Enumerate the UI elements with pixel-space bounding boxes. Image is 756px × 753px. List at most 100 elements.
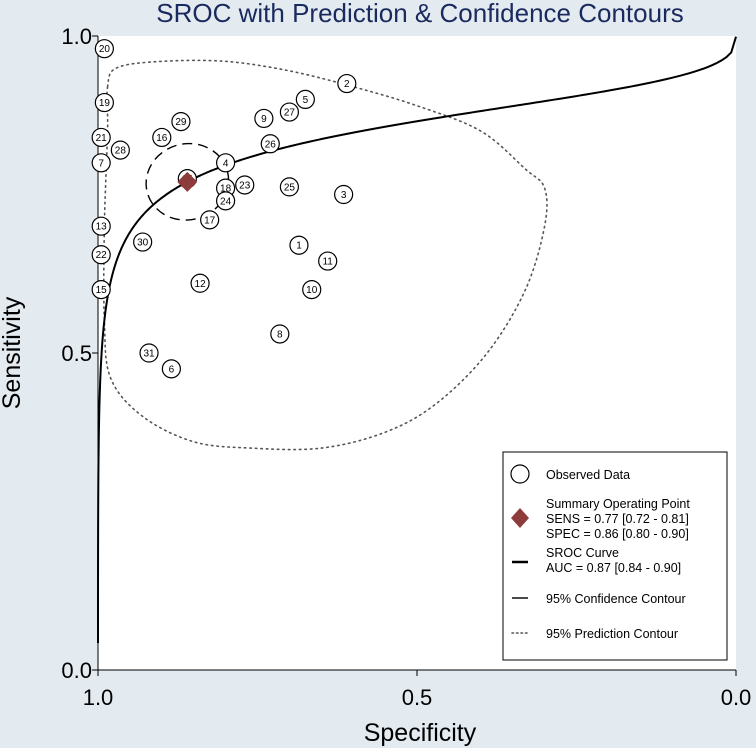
- observed-point: 5: [295, 89, 315, 110]
- observed-point: 30: [133, 232, 153, 252]
- observed-point-label: 1: [296, 241, 302, 252]
- observed-point-marker: [200, 210, 220, 230]
- observed-point-label: 16: [156, 133, 168, 144]
- observed-point: 15: [91, 280, 111, 300]
- observed-point-marker: [270, 324, 290, 344]
- observed-point: 12: [190, 273, 210, 293]
- observed-point-marker: [133, 232, 153, 252]
- observed-point-marker: [318, 251, 338, 271]
- legend-text-sroc_auc: AUC = 0.87 [0.84 - 0.90]: [546, 561, 681, 575]
- observed-point-label: 6: [169, 364, 175, 375]
- observed-point-marker: [216, 191, 236, 211]
- observed-point-marker: [302, 280, 322, 300]
- observed-point-label: 29: [175, 117, 187, 128]
- observed-point-marker: [216, 153, 236, 173]
- observed-point: 27: [279, 102, 299, 122]
- x-tick-label: 0.0: [721, 685, 752, 710]
- legend-text-summary_sens: SENS = 0.77 [0.72 - 0.81]: [546, 512, 689, 526]
- observed-point: 9: [254, 108, 274, 129]
- observed-point-label: 9: [261, 114, 267, 125]
- observed-point-marker: [295, 89, 315, 110]
- observed-point-label: 25: [284, 182, 296, 193]
- legend-observed-marker: [510, 464, 530, 484]
- observed-point: 3: [334, 184, 354, 205]
- y-axis-title: Sensitivity: [0, 296, 26, 409]
- observed-point-label: 15: [96, 285, 108, 296]
- observed-point-marker: [279, 102, 299, 122]
- observed-point-marker: [254, 108, 274, 129]
- x-tick-label: 1.0: [83, 685, 114, 710]
- observed-point: 20: [94, 39, 114, 59]
- observed-point-label: 2: [344, 79, 350, 90]
- observed-point: 13: [91, 216, 111, 236]
- observed-point-marker: [190, 273, 210, 293]
- observed-point-label: 10: [306, 285, 318, 296]
- observed-points: 1234567891011121314151617181920212223242…: [91, 39, 357, 379]
- observed-point: 22: [91, 245, 111, 265]
- observed-point-label: 22: [96, 250, 108, 261]
- observed-point-label: 28: [115, 146, 127, 157]
- observed-point-label: 8: [277, 329, 283, 340]
- legend-text-observed_label: Observed Data: [546, 468, 630, 482]
- observed-point-label: 5: [303, 95, 309, 106]
- y-tick-label: 0.5: [61, 341, 92, 366]
- observed-point: 19: [94, 92, 114, 113]
- observed-point-label: 27: [284, 108, 296, 119]
- observed-point: 25: [279, 177, 299, 197]
- legend-text-summary_label: Summary Operating Point: [546, 497, 690, 511]
- legend-summary-marker: [511, 508, 529, 528]
- observed-point: 10: [302, 280, 322, 300]
- observed-point: 17: [200, 210, 220, 230]
- observed-point-label: 20: [99, 44, 111, 55]
- x-ticks: 1.0 0.5 0.0: [83, 670, 752, 710]
- observed-point-label: 19: [99, 98, 111, 109]
- observed-point: 23: [235, 175, 255, 195]
- observed-point-marker: [94, 39, 114, 59]
- x-tick-label: 0.5: [402, 685, 433, 710]
- observed-point-marker: [91, 280, 111, 300]
- observed-point-marker: [337, 73, 357, 94]
- observed-point-label: 7: [98, 158, 104, 169]
- observed-point-label: 21: [96, 133, 108, 144]
- observed-point: 7: [91, 153, 111, 173]
- legend-box: [502, 451, 728, 661]
- observed-point-label: 11: [322, 257, 333, 268]
- legend: Observed Data Summary Operating PointSENS…: [502, 451, 728, 661]
- observed-point-marker: [91, 216, 111, 236]
- observed-point-marker: [334, 184, 354, 205]
- chart-title: SROC with Prediction & Confidence Contou…: [156, 0, 683, 28]
- observed-point-label: 4: [223, 158, 229, 169]
- observed-point-label: 17: [204, 215, 216, 226]
- observed-point: 24: [216, 191, 236, 211]
- observed-point: 26: [260, 134, 280, 154]
- observed-point: 8: [270, 324, 290, 344]
- observed-point-marker: [94, 92, 114, 113]
- observed-point: 31: [139, 343, 159, 363]
- observed-point: 21: [91, 127, 111, 148]
- observed-point: 28: [110, 140, 130, 160]
- observed-point: 4: [216, 153, 236, 173]
- observed-point-marker: [235, 175, 255, 195]
- observed-point-label: 12: [195, 279, 207, 290]
- legend-text-sroc_label: SROC Curve: [546, 546, 619, 560]
- observed-point: 11: [318, 251, 338, 271]
- summary-operating-point: [177, 171, 198, 192]
- observed-point-marker: [91, 153, 111, 173]
- observed-point: 29: [171, 111, 191, 132]
- observed-point-marker: [161, 359, 181, 379]
- observed-point-marker: [289, 235, 309, 255]
- observed-point-label: 30: [137, 238, 149, 249]
- observed-point-label: 23: [239, 180, 251, 191]
- prediction-contour: [102, 59, 548, 451]
- observed-point-marker: [260, 134, 280, 154]
- y-tick-label: 0.0: [61, 658, 92, 683]
- observed-point-marker: [110, 140, 130, 160]
- legend-text-summary_spec: SPEC = 0.86 [0.80 - 0.90]: [546, 527, 689, 541]
- observed-point: 2: [337, 73, 357, 94]
- observed-point-marker: [171, 111, 191, 132]
- observed-point: 6: [161, 359, 181, 379]
- axes: 1.0 0.5 0.0 0.0 0.5 1.0: [61, 24, 751, 710]
- observed-point-label: 26: [265, 139, 277, 150]
- observed-point-label: 18: [220, 184, 232, 195]
